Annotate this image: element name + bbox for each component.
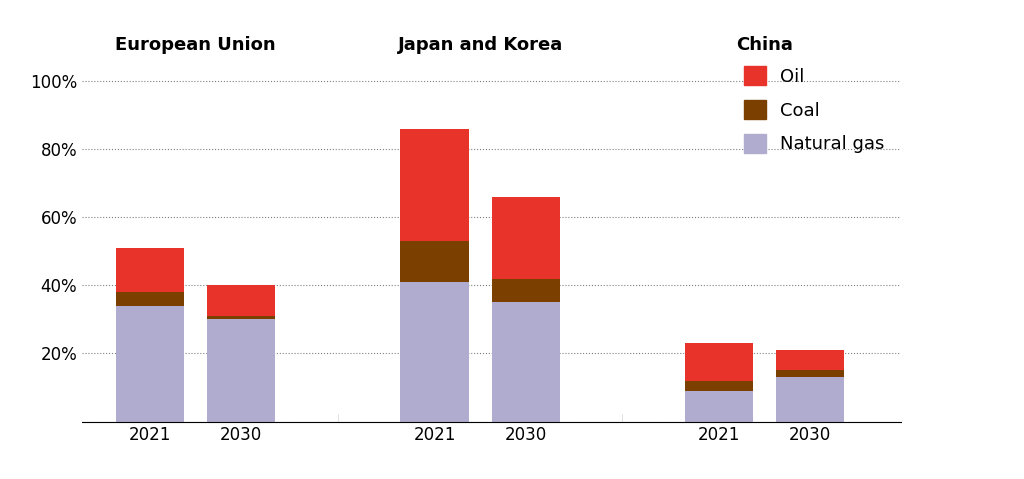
Text: European Union: European Union (116, 36, 276, 54)
Bar (207, 319, 275, 422)
Bar (400, 282, 469, 422)
Bar (776, 350, 844, 370)
Bar (685, 343, 754, 381)
Text: Japan and Korea: Japan and Korea (397, 36, 563, 54)
Bar (492, 197, 560, 279)
Bar (685, 391, 754, 422)
Bar (400, 129, 469, 241)
Legend: Oil, Coal, Natural gas: Oil, Coal, Natural gas (737, 59, 892, 160)
Bar (776, 370, 844, 377)
Bar (492, 302, 560, 422)
Bar (400, 241, 469, 282)
Text: China: China (736, 36, 793, 54)
Bar (776, 377, 844, 422)
Bar (116, 248, 184, 292)
Bar (116, 292, 184, 306)
Bar (207, 316, 275, 319)
Bar (685, 381, 754, 391)
Bar (116, 306, 184, 422)
Bar (207, 285, 275, 316)
Bar (492, 279, 560, 302)
